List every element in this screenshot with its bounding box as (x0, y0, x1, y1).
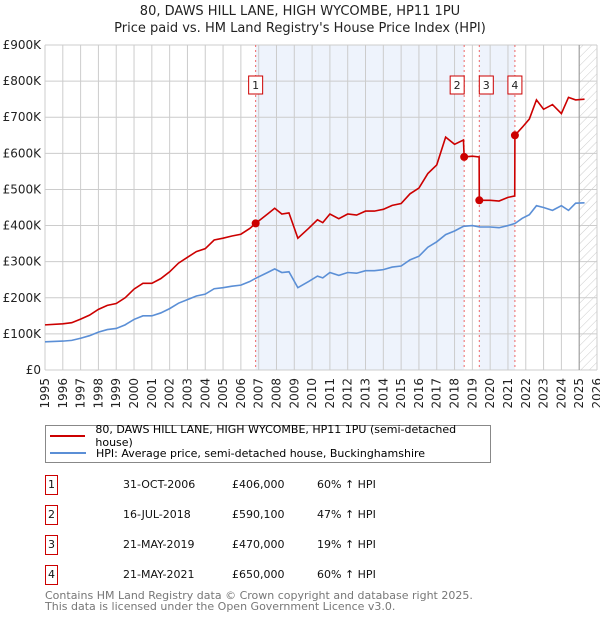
x-tick-label: 2019 (465, 378, 479, 409)
x-tick-label: 2021 (501, 378, 515, 409)
footer-copyright: Contains HM Land Registry data © Crown c… (45, 589, 473, 602)
x-tick-label: 1999 (109, 378, 123, 409)
x-tick-label: 2003 (180, 378, 194, 409)
sale-row: 2 16-JUL-2018 £590,100 47% ↑ HPI (45, 505, 545, 525)
x-tick-label: 1995 (38, 378, 52, 409)
price-chart: 1 2 3 4 1995 1996 1997 1998 1999 2000 2001 2002 2003… (3, 38, 600, 409)
y-tick-label: £600K (3, 146, 43, 160)
y-tick-label: £800K (3, 74, 43, 88)
y-tick-label: £300K (3, 255, 43, 269)
x-tick-label: 2017 (430, 378, 444, 409)
x-tick-label: 2014 (376, 378, 390, 409)
sale-label-number: 2 (454, 79, 461, 92)
sale-label-number: 3 (483, 79, 490, 92)
sale-label-box (248, 75, 264, 95)
y-tick-label: £100K (3, 327, 43, 341)
y-tick-label: £200K (3, 291, 43, 305)
y-tick-label: £900K (3, 38, 43, 52)
x-tick-label: 2025 (572, 378, 586, 409)
x-tick-label: 1997 (74, 378, 88, 409)
x-tick-label: 2002 (163, 378, 177, 409)
sale-price: £406,000 (232, 478, 285, 491)
legend-label: 80, DAWS HILL LANE, HIGH WYCOMBE, HP11 1… (95, 423, 457, 449)
chart-legend: 80, DAWS HILL LANE, HIGH WYCOMBE, HP11 1… (45, 423, 491, 463)
x-tick-label: 2011 (323, 378, 337, 409)
x-tick-label: 2023 (537, 378, 551, 409)
chart-subtitle: Price paid vs. HM Land Registry's House … (114, 21, 486, 36)
x-tick-label: 2009 (287, 378, 301, 409)
series-line-property (44, 96, 585, 326)
sale-row: 3 21-MAY-2019 £470,000 19% ↑ HPI (45, 535, 545, 555)
sale-point (475, 196, 484, 205)
sale-date: 21-MAY-2019 (123, 538, 195, 551)
sale-number-badge: 2 (45, 505, 58, 525)
sale-label-box (507, 75, 523, 95)
x-tick-label: 2015 (394, 378, 408, 409)
x-tick-label: 2016 (412, 378, 426, 409)
y-tick-label: £500K (3, 182, 43, 196)
sale-label-box (449, 75, 465, 95)
x-tick-label: 2026 (590, 378, 600, 409)
x-tick-label: 2010 (305, 378, 319, 409)
series-line-hpi (44, 202, 585, 343)
x-tick-label: 2001 (145, 378, 159, 409)
x-tick-label: 2013 (359, 378, 373, 409)
sale-hpi-change: 47% ↑ HPI (317, 508, 376, 521)
x-tick-label: 2024 (554, 378, 568, 409)
sale-label-number: 1 (252, 79, 259, 92)
sale-price: £590,100 (232, 508, 285, 521)
forecast-hatch (579, 45, 597, 370)
sale-label-box (478, 75, 494, 95)
sale-hpi-change: 60% ↑ HPI (317, 568, 376, 581)
sale-date: 16-JUL-2018 (123, 508, 191, 521)
x-tick-label: 1998 (91, 378, 105, 409)
sale-point (251, 219, 260, 228)
footer-licence: This data is licensed under the Open Gov… (45, 600, 396, 613)
x-tick-label: 2008 (269, 378, 283, 409)
sale-hpi-change: 19% ↑ HPI (317, 538, 376, 551)
sale-number-badge: 3 (45, 535, 58, 555)
y-tick-label: £400K (3, 219, 43, 233)
legend-swatch-blue (50, 452, 86, 454)
sale-price: £470,000 (232, 538, 285, 551)
sale-number-badge: 1 (45, 475, 58, 495)
sale-number-badge: 4 (45, 565, 58, 585)
sale-row: 4 21-MAY-2021 £650,000 60% ↑ HPI (45, 565, 545, 585)
sale-row: 1 31-OCT-2006 £406,000 60% ↑ HPI (45, 475, 545, 495)
legend-swatch-red (50, 435, 86, 437)
x-tick-label: 2005 (216, 378, 230, 409)
legend-label: HPI: Average price, semi-detached house,… (96, 446, 426, 460)
y-tick-label: £700K (3, 110, 43, 124)
sale-point (510, 131, 519, 140)
x-tick-label: 2004 (198, 378, 212, 409)
x-tick-label: 2020 (483, 378, 497, 409)
x-tick-label: 2007 (252, 378, 266, 409)
sale-hpi-change: 60% ↑ HPI (317, 478, 376, 491)
x-tick-label: 2006 (234, 378, 248, 409)
x-tick-label: 1996 (56, 378, 70, 409)
x-tick-label: 2000 (127, 378, 141, 409)
sale-label-number: 4 (511, 79, 518, 92)
sale-date: 21-MAY-2021 (123, 568, 195, 581)
x-tick-label: 2018 (448, 378, 462, 409)
sale-price: £650,000 (232, 568, 285, 581)
shaded-period (255, 45, 465, 370)
legend-item-property: 80, DAWS HILL LANE, HIGH WYCOMBE, HP11 1… (50, 423, 490, 449)
x-tick-label: 2012 (341, 378, 355, 409)
legend-item-hpi: HPI: Average price, semi-detached house,… (50, 445, 425, 461)
sale-date: 31-OCT-2006 (123, 478, 196, 491)
shaded-period (479, 45, 515, 370)
sale-point (460, 152, 469, 161)
x-tick-label: 2022 (519, 378, 533, 409)
y-tick-label: £0 (26, 363, 41, 377)
chart-title: 80, DAWS HILL LANE, HIGH WYCOMBE, HP11 1… (139, 4, 461, 19)
